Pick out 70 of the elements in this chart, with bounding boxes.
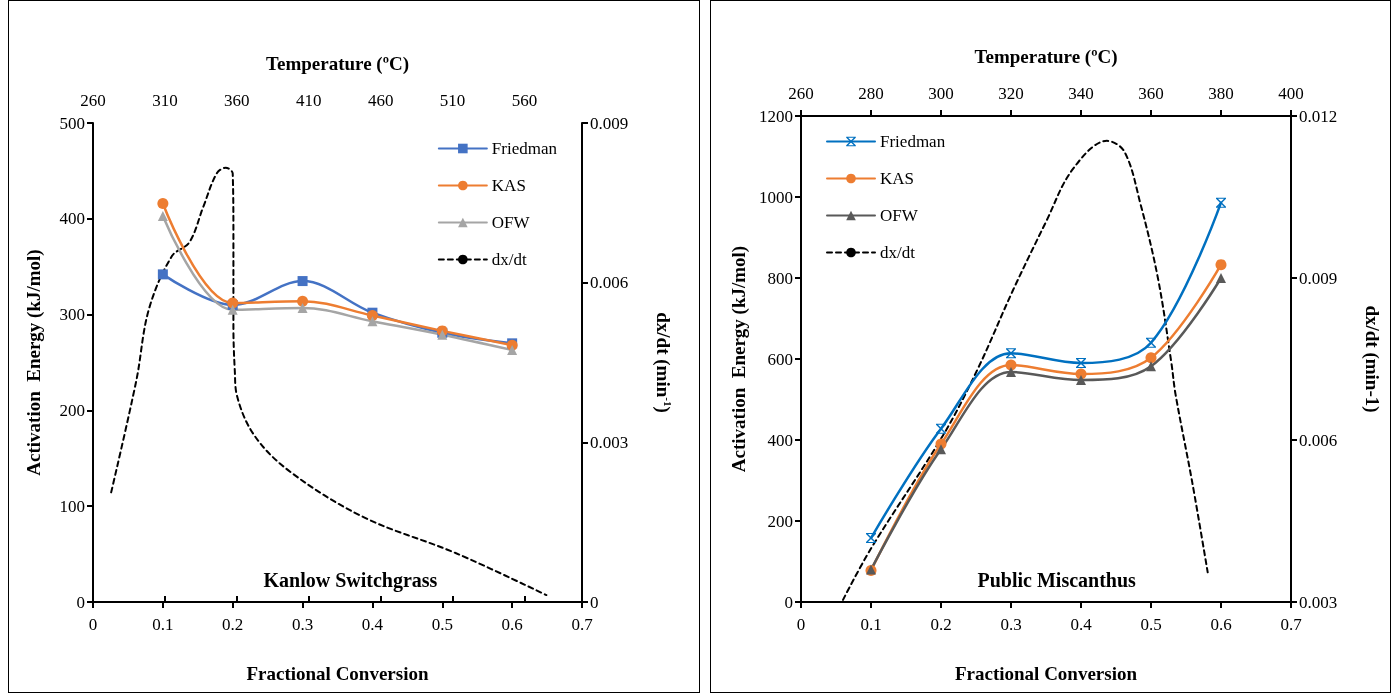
- x2-tick-label: 340: [1068, 84, 1094, 103]
- y-tick-label: 1000: [759, 187, 793, 207]
- x2-tick-label: 260: [80, 91, 106, 110]
- legend-label: dx/dt: [491, 250, 528, 269]
- y-tick-label: 200: [59, 400, 85, 420]
- y-axis-title: Activation Energy (kJ/mol): [23, 249, 45, 476]
- x-tick-label: 0: [88, 615, 98, 634]
- y2-tick-label: 0.012: [1299, 106, 1338, 126]
- x-tick-label: 0.7: [571, 615, 594, 634]
- x2-tick-label: 380: [1208, 84, 1234, 103]
- y2-tick-label: 0.006: [1299, 430, 1338, 450]
- x2-tick-label: 300: [928, 84, 954, 103]
- x-tick-label: 0.4: [1070, 615, 1093, 634]
- x2-tick-label: 410: [295, 91, 322, 110]
- x2-tick-label: 320: [998, 84, 1024, 103]
- y-tick-label: 1200: [759, 106, 793, 126]
- x-tick-label: 0.2: [222, 615, 244, 634]
- y2-tick-label: 0.006: [590, 273, 629, 293]
- legend-label: KAS: [880, 169, 915, 188]
- y-tick-label: 200: [767, 511, 793, 531]
- legend-label: dx/dt: [880, 243, 916, 262]
- y-tick-label: 800: [767, 268, 793, 288]
- y2-tick-label: 0.003: [1299, 592, 1338, 612]
- x-tick-label: 0.6: [1210, 615, 1232, 634]
- x2-tick-label: 360: [1138, 84, 1164, 103]
- annotation: Public Miscanthus: [977, 569, 1137, 591]
- x2-tick-label: 260: [788, 84, 814, 103]
- y-tick-label: 0: [784, 592, 793, 612]
- annotation: Kanlow Switchgrass: [263, 569, 438, 592]
- y2-tick-label: 0.009: [1299, 268, 1338, 288]
- x2-tick-label: 310: [152, 91, 178, 110]
- y2-tick-label: 0.009: [590, 113, 629, 133]
- x-tick-label: 0.6: [501, 615, 523, 634]
- x2-tick-label: 400: [1278, 84, 1304, 103]
- x2-tick-label: 460: [367, 91, 394, 110]
- legend-label: Friedman: [491, 139, 558, 158]
- legend-label: Friedman: [880, 132, 946, 151]
- y-tick-label: 100: [59, 496, 85, 516]
- x2-tick-label: 560: [511, 91, 538, 110]
- y2-axis-title: dx/dt (min-1): [652, 312, 674, 413]
- legend-label: OFW: [491, 213, 531, 232]
- y2-tick-label: 0: [590, 592, 599, 612]
- x-tick-label: 0.4: [361, 615, 384, 634]
- legend-label: OFW: [880, 206, 919, 225]
- x-tick-label: 0.1: [152, 615, 174, 634]
- y-tick-label: 400: [767, 430, 793, 450]
- x-axis-title: Fractional Conversion: [954, 663, 1138, 684]
- x2-tick-label: 360: [224, 91, 250, 110]
- y2-tick-label: 0.003: [590, 432, 629, 452]
- x-tick-label: 0.5: [1140, 615, 1162, 634]
- y-tick-label: 300: [59, 305, 85, 325]
- y-tick-label: 0: [76, 592, 85, 612]
- x-tick-label: 0.1: [860, 615, 882, 634]
- x2-tick-label: 280: [858, 84, 884, 103]
- x-tick-label: 0: [796, 615, 806, 634]
- x2-tick-label: 510: [439, 91, 466, 110]
- y-tick-label: 600: [767, 349, 793, 369]
- legend-label: KAS: [491, 176, 526, 195]
- x-tick-label: 0.3: [1000, 615, 1022, 634]
- x-tick-label: 0.3: [291, 615, 314, 634]
- x-tick-label: 0.2: [930, 615, 952, 634]
- x-tick-label: 0.5: [431, 615, 453, 634]
- y-tick-label: 400: [59, 209, 85, 229]
- x-axis-title: Fractional Conversion: [246, 663, 429, 684]
- x2-axis-title: Temperature (ºC): [266, 53, 409, 75]
- y-tick-label: 500: [59, 113, 85, 133]
- x2-axis-title: Temperature (ºC): [974, 46, 1118, 68]
- x-tick-label: 0.7: [1280, 615, 1303, 634]
- y-axis-title: Activation Energy (kJ/mol): [728, 245, 751, 473]
- y2-axis-title: dx/dt (min-1): [1361, 305, 1383, 413]
